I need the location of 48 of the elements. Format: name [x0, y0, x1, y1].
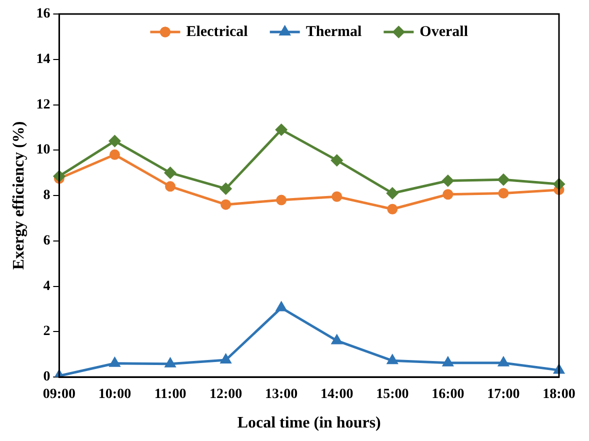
x-tick-label: 17:00	[487, 387, 520, 402]
point	[108, 135, 120, 147]
point	[220, 182, 232, 194]
point	[220, 199, 232, 210]
point	[276, 124, 288, 136]
y-tick-label: 6	[43, 233, 50, 248]
point	[164, 167, 176, 179]
y-tick-label: 2	[43, 324, 50, 340]
point	[387, 204, 398, 214]
point	[498, 174, 510, 186]
point	[276, 194, 287, 206]
x-tick-label: 10:00	[98, 387, 132, 402]
point	[442, 175, 454, 187]
legend-label: Electrical	[186, 24, 248, 40]
x-tick-label: 15:00	[376, 387, 409, 402]
x-tick-label: 14:00	[320, 387, 354, 402]
point	[442, 357, 454, 366]
point	[498, 357, 509, 366]
y-tick-label: 4	[43, 278, 50, 294]
point	[387, 354, 398, 364]
point	[110, 358, 120, 367]
x-axis-title: Local time (in hours)	[237, 414, 381, 432]
x-tick-label: 12:00	[209, 387, 242, 402]
legend-label: Thermal	[306, 24, 362, 40]
y-axis-title: Exergy efficiency (%)	[10, 121, 28, 270]
y-tick-label: 0	[43, 370, 50, 385]
point	[332, 191, 342, 202]
x-tick-label: 13:00	[264, 387, 298, 402]
point	[386, 187, 398, 199]
point	[165, 358, 176, 368]
y-tick-label: 16	[36, 6, 50, 22]
legend-label: Overall	[420, 24, 468, 40]
y-tick-label: 8	[43, 188, 50, 204]
x-tick-label: 18:00	[542, 387, 576, 402]
x-tick-label: 09:00	[42, 387, 76, 402]
point	[109, 149, 120, 160]
point	[442, 189, 454, 200]
point	[498, 188, 509, 198]
x-tick-label: 11:00	[154, 387, 186, 402]
point	[331, 154, 343, 166]
x-tick-label: 16:00	[432, 387, 464, 402]
y-tick-label: 12	[36, 97, 50, 112]
point	[165, 181, 176, 192]
point	[276, 302, 286, 312]
point	[220, 354, 231, 364]
y-tick-label: 10	[36, 142, 50, 158]
y-tick-label: 14	[36, 52, 50, 67]
point	[332, 334, 342, 344]
